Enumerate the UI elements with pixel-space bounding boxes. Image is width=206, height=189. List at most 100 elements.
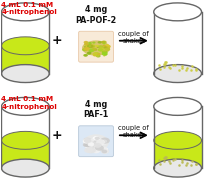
Ellipse shape: [98, 142, 103, 146]
Ellipse shape: [86, 52, 91, 55]
Ellipse shape: [100, 138, 109, 144]
Ellipse shape: [94, 49, 97, 51]
Ellipse shape: [104, 54, 107, 56]
Ellipse shape: [96, 47, 98, 48]
Ellipse shape: [102, 50, 107, 54]
Bar: [1, 46, 49, 74]
Ellipse shape: [92, 136, 100, 141]
Ellipse shape: [82, 139, 90, 144]
Ellipse shape: [1, 65, 49, 83]
Ellipse shape: [95, 45, 98, 47]
Text: 4 mL 0.1 mM
4-nitrophenol: 4 mL 0.1 mM 4-nitrophenol: [1, 2, 57, 15]
Ellipse shape: [103, 55, 105, 57]
Ellipse shape: [94, 137, 99, 140]
Ellipse shape: [102, 51, 106, 53]
Ellipse shape: [85, 44, 91, 47]
Ellipse shape: [102, 43, 105, 44]
Ellipse shape: [99, 147, 107, 152]
Ellipse shape: [84, 49, 87, 50]
Ellipse shape: [93, 150, 97, 152]
Ellipse shape: [86, 44, 91, 47]
Ellipse shape: [95, 45, 98, 47]
Ellipse shape: [1, 131, 49, 149]
Ellipse shape: [153, 3, 201, 21]
Ellipse shape: [101, 150, 107, 153]
Ellipse shape: [85, 146, 89, 148]
Ellipse shape: [84, 143, 91, 147]
Ellipse shape: [83, 43, 88, 46]
Ellipse shape: [153, 131, 201, 149]
Ellipse shape: [104, 48, 110, 51]
Ellipse shape: [93, 55, 96, 57]
Ellipse shape: [101, 149, 109, 154]
Ellipse shape: [101, 41, 106, 44]
Ellipse shape: [91, 139, 99, 145]
Ellipse shape: [101, 41, 105, 43]
Ellipse shape: [87, 44, 93, 48]
Ellipse shape: [104, 46, 106, 48]
Ellipse shape: [83, 41, 88, 44]
Text: 4 mg
PA-POF-2: 4 mg PA-POF-2: [75, 5, 116, 25]
Ellipse shape: [101, 51, 104, 53]
Ellipse shape: [92, 136, 99, 140]
Ellipse shape: [97, 48, 102, 51]
Ellipse shape: [96, 139, 104, 145]
Ellipse shape: [88, 142, 93, 146]
Ellipse shape: [86, 148, 92, 153]
Ellipse shape: [88, 48, 94, 52]
Ellipse shape: [1, 37, 49, 55]
Text: 4 mL 0.1 mM
4-nitrophenol: 4 mL 0.1 mM 4-nitrophenol: [1, 96, 57, 110]
Ellipse shape: [101, 52, 107, 56]
Ellipse shape: [87, 52, 91, 54]
Ellipse shape: [87, 147, 92, 150]
Ellipse shape: [88, 45, 92, 47]
Ellipse shape: [85, 147, 91, 151]
Ellipse shape: [1, 3, 49, 21]
Ellipse shape: [86, 147, 95, 153]
Bar: [1, 106, 49, 168]
Ellipse shape: [96, 139, 104, 145]
Ellipse shape: [84, 54, 87, 56]
Ellipse shape: [82, 40, 110, 56]
Ellipse shape: [103, 47, 106, 49]
Ellipse shape: [83, 134, 108, 151]
Ellipse shape: [98, 47, 104, 51]
Ellipse shape: [153, 65, 201, 83]
Ellipse shape: [91, 46, 94, 48]
Ellipse shape: [82, 143, 89, 147]
Ellipse shape: [89, 144, 96, 148]
Ellipse shape: [96, 53, 99, 55]
Ellipse shape: [95, 143, 101, 147]
Ellipse shape: [94, 145, 98, 148]
Bar: [153, 140, 201, 168]
Ellipse shape: [94, 145, 103, 151]
Ellipse shape: [92, 52, 99, 56]
Ellipse shape: [104, 46, 108, 48]
Ellipse shape: [91, 148, 100, 153]
Ellipse shape: [92, 49, 95, 50]
Ellipse shape: [83, 45, 88, 48]
Ellipse shape: [103, 148, 108, 151]
Text: +: +: [52, 34, 62, 47]
Text: couple of
shakes: couple of shakes: [118, 125, 149, 138]
Ellipse shape: [83, 54, 88, 57]
Ellipse shape: [100, 140, 107, 145]
Ellipse shape: [88, 45, 91, 47]
Ellipse shape: [101, 139, 107, 143]
Ellipse shape: [97, 41, 101, 44]
Ellipse shape: [89, 139, 94, 142]
Bar: [1, 12, 49, 74]
Ellipse shape: [83, 138, 91, 143]
Ellipse shape: [89, 44, 95, 48]
FancyBboxPatch shape: [78, 126, 113, 157]
Ellipse shape: [91, 142, 97, 146]
Ellipse shape: [92, 48, 96, 51]
Ellipse shape: [87, 143, 94, 147]
Ellipse shape: [93, 143, 101, 148]
Ellipse shape: [99, 148, 104, 151]
Ellipse shape: [153, 159, 201, 177]
Ellipse shape: [1, 159, 49, 177]
Ellipse shape: [94, 54, 99, 57]
Text: 4 mg
PAF-1: 4 mg PAF-1: [83, 100, 108, 119]
Ellipse shape: [153, 159, 201, 177]
